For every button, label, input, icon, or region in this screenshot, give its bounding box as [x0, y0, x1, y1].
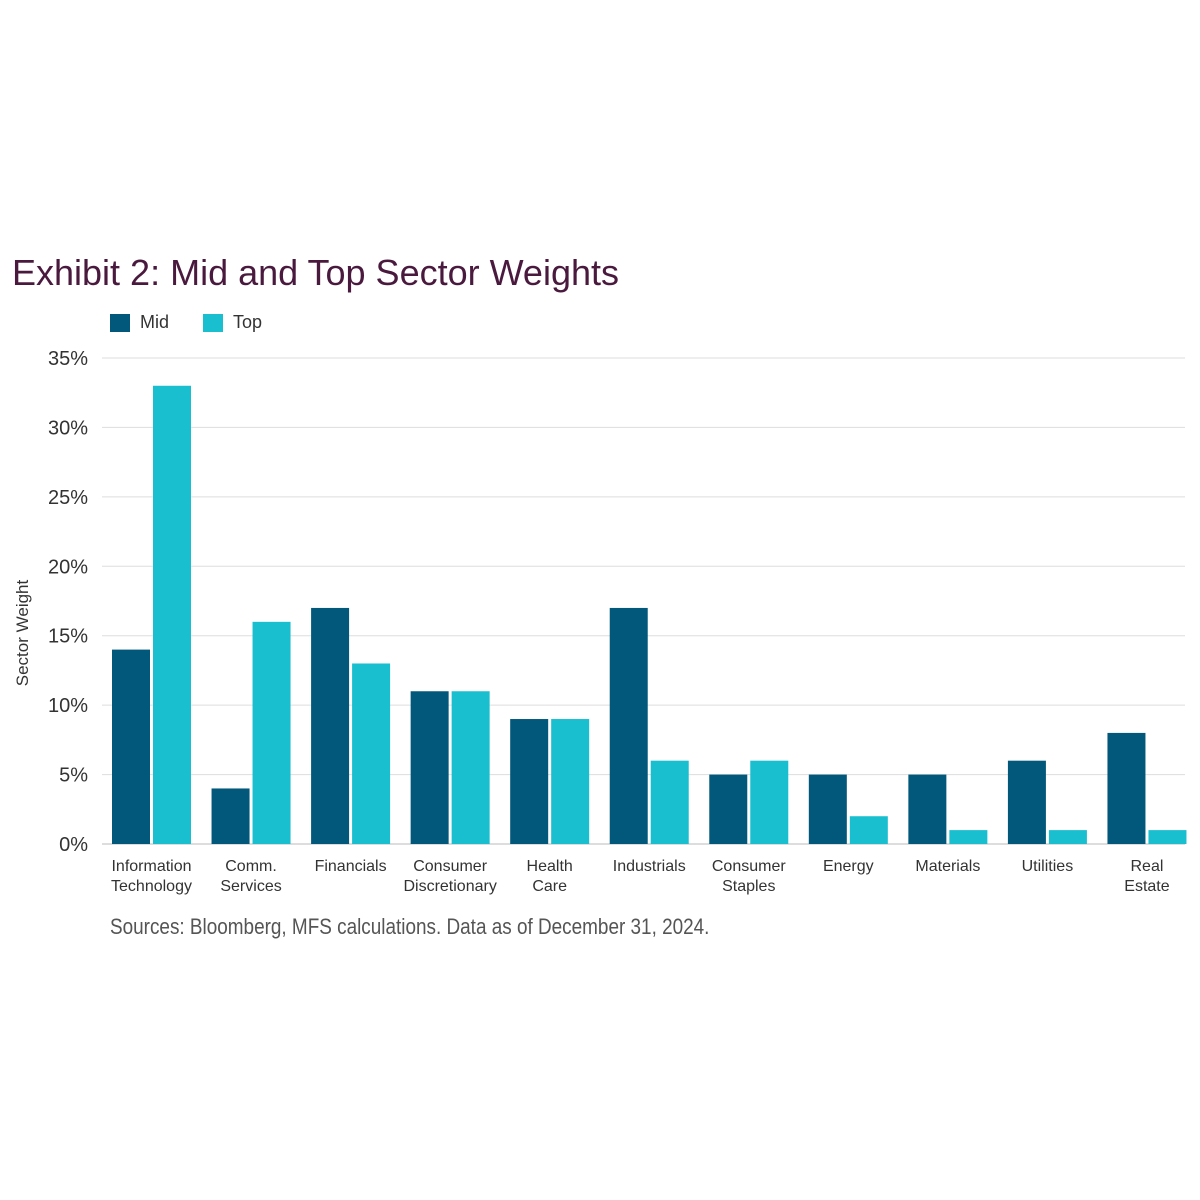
- x-tick-label: Staples: [722, 878, 775, 895]
- y-axis-label: Sector Weight: [13, 580, 32, 687]
- bar-mid: [211, 788, 250, 844]
- source-note: Sources: Bloomberg, MFS calculations. Da…: [110, 914, 710, 939]
- x-tick-label: Services: [220, 878, 281, 895]
- legend-label-mid: Mid: [140, 312, 170, 332]
- legend-item-top: Top: [203, 312, 262, 333]
- x-tick-label: Comm.: [225, 858, 277, 875]
- y-tick-label: 20%: [48, 556, 88, 578]
- y-tick-label: 15%: [48, 626, 88, 648]
- bar-top: [849, 816, 888, 844]
- x-tick-label: Discretionary: [403, 878, 496, 895]
- x-tick-label: Consumer: [712, 858, 786, 875]
- bar-mid: [1107, 732, 1146, 844]
- legend-swatch-top: [203, 313, 224, 332]
- legend-item-mid: Mid: [110, 312, 169, 333]
- chart-title: Exhibit 2: Mid and Top Sector Weights: [12, 252, 619, 293]
- bar-mid: [510, 719, 549, 844]
- x-tick-label: Real: [1131, 858, 1164, 875]
- x-tick-label: Care: [532, 878, 567, 895]
- bar-top: [451, 691, 490, 844]
- bar-top: [153, 385, 191, 844]
- x-tick-label: Health: [527, 858, 573, 875]
- x-tick-label: Information: [111, 858, 191, 875]
- bar-mid: [908, 774, 947, 844]
- bar-mid: [112, 649, 150, 844]
- x-tick-label: Energy: [823, 858, 874, 875]
- bar-top: [750, 760, 789, 844]
- legend-swatch-mid: [110, 313, 130, 332]
- bar-mid: [311, 607, 350, 844]
- y-tick-label: 5%: [59, 765, 88, 787]
- x-tick-label: Consumer: [413, 858, 487, 875]
- y-tick-label: 10%: [48, 695, 88, 717]
- y-tick-label: 25%: [48, 487, 88, 509]
- bar-mid: [1007, 760, 1046, 844]
- y-tick-label: 35%: [48, 348, 88, 370]
- bar-mid: [609, 607, 648, 844]
- bar-mid: [410, 691, 449, 844]
- y-tick-label: 30%: [48, 417, 88, 439]
- y-tick-label: 0%: [59, 834, 88, 856]
- x-tick-label: Industrials: [613, 858, 686, 875]
- bar-top: [352, 663, 391, 844]
- bar-top: [1148, 830, 1187, 844]
- x-tick-label: Financials: [315, 858, 387, 875]
- bar-top: [949, 830, 988, 844]
- x-tick-label: Utilities: [1022, 858, 1074, 875]
- x-tick-label: Estate: [1124, 878, 1169, 895]
- legend: Mid Top: [110, 312, 296, 333]
- bar-mid: [709, 774, 748, 844]
- bar-top: [1048, 830, 1087, 844]
- bar-mid: [808, 774, 847, 844]
- bar-top: [252, 621, 291, 844]
- legend-label-top: Top: [233, 312, 263, 332]
- bar-top: [551, 719, 590, 844]
- x-tick-label: Technology: [111, 878, 192, 895]
- bar-top: [650, 760, 689, 844]
- x-tick-label: Materials: [915, 858, 980, 875]
